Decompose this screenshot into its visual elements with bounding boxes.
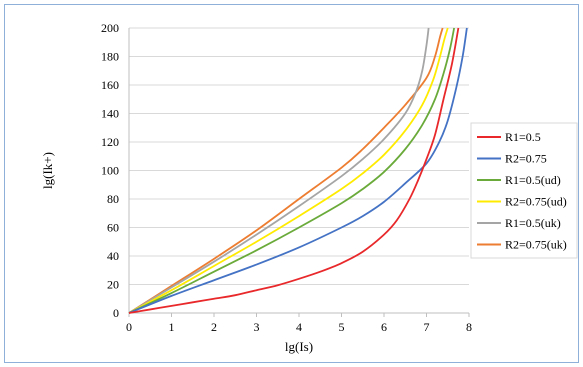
x-tick-label: 8 (466, 320, 472, 334)
x-tick-label: 0 (126, 320, 132, 334)
y-tick-label: 40 (107, 249, 119, 263)
y-tick-label: 160 (101, 78, 119, 92)
legend-label-r1-0-5-uk: R1=0.5(uk) (505, 216, 561, 230)
x-tick-label: 7 (424, 320, 430, 334)
x-tick-label: 5 (339, 320, 345, 334)
legend-label-r2-0-75-uk: R2=0.75(uk) (505, 238, 567, 252)
x-axis-label: lg(Is) (285, 339, 313, 354)
x-tick-label: 4 (296, 320, 302, 334)
y-tick-label: 20 (107, 278, 119, 292)
legend-label-r2-0-75-ud: R2=0.75(ud) (505, 195, 567, 209)
y-tick-label: 120 (101, 135, 119, 149)
x-tick-labels: 0 1 2 3 4 5 6 7 8 (126, 320, 472, 334)
series-line-r2-0-75-uk (128, 27, 444, 314)
legend-label-r1-0-5-ud: R1=0.5(ud) (505, 173, 561, 187)
y-tick-label: 0 (113, 306, 119, 320)
series-line-r1-0-5 (128, 27, 460, 314)
x-tick-label: 6 (381, 320, 387, 334)
x-tick-label: 3 (254, 320, 260, 334)
grid-lines (129, 27, 469, 314)
y-tick-label: 140 (101, 107, 119, 121)
legend-box (470, 122, 578, 259)
y-tick-label: 80 (107, 192, 119, 206)
legend-label-r2-0-75: R2=0.75 (505, 152, 547, 166)
y-tick-label: 60 (107, 221, 119, 235)
y-tick-labels: 0 20 40 60 80 100 120 140 160 180 200 (101, 21, 119, 320)
series-line-r2-0-75-ud (128, 27, 449, 314)
legend: R1=0.5 R2=0.75 R1=0.5(ud) R2=0.75(ud) R1=0.5… (470, 122, 578, 259)
x-tick-label: 1 (169, 320, 175, 334)
y-axis-label: lg(Ik+) (40, 152, 55, 189)
legend-label-r1-0-5: R1=0.5 (505, 130, 541, 144)
y-tick-label: 200 (101, 21, 119, 35)
y-tick-label: 100 (101, 164, 119, 178)
y-tick-label: 180 (101, 50, 119, 64)
x-tick-label: 2 (211, 320, 217, 334)
series-line-r2-0-75 (128, 27, 468, 314)
series-line-r1-0-5-uk (128, 27, 430, 314)
axes (128, 28, 470, 317)
series-lines (128, 27, 468, 314)
series-line-r1-0-5-ud (128, 27, 456, 314)
